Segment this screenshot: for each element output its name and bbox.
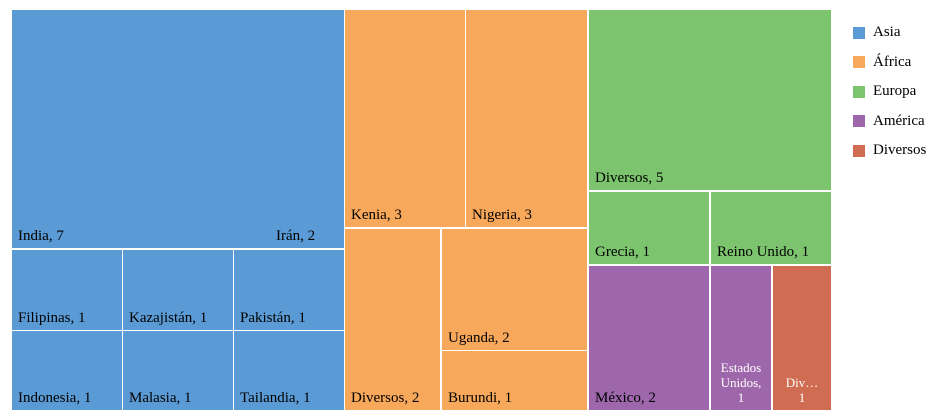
tile-asia-0	[12, 10, 270, 248]
tile-asia-6	[123, 331, 233, 410]
tile-asia-5	[12, 331, 122, 410]
tile-áfrica-3	[442, 229, 587, 350]
tile-label: Kenia, 3	[351, 207, 402, 223]
tile-label: Kazajistán, 1	[129, 310, 207, 326]
legend-label: África	[873, 53, 912, 70]
tile-label: Div…	[786, 375, 819, 390]
legend-swatch	[853, 26, 865, 39]
legend-swatch	[853, 56, 865, 69]
tile-label: India, 7	[18, 228, 64, 244]
tile-europa-2	[711, 192, 831, 264]
legend-item: América	[853, 107, 948, 137]
legend-item: Diversos	[853, 136, 948, 166]
tile-label: Nigeria, 3	[472, 207, 532, 223]
tile-label: Estados	[721, 360, 761, 375]
tile-label: Uganda, 2	[448, 330, 510, 346]
tile-europa-1	[589, 192, 709, 264]
tile-asia-4	[234, 250, 344, 330]
tile-diversos-0	[773, 266, 831, 410]
legend-swatch	[853, 115, 865, 128]
tile-label: Unidos,	[721, 375, 762, 390]
legend-item: Asia	[853, 18, 948, 48]
tile-europa-0	[589, 10, 831, 190]
tile-label: Malasia, 1	[129, 390, 191, 406]
tile-label: Diversos, 2	[351, 390, 419, 406]
tile-label: Burundi, 1	[448, 390, 512, 406]
tile-américa-1	[711, 266, 771, 410]
tile-áfrica-4	[442, 351, 587, 410]
legend-item: África	[853, 48, 948, 78]
tile-label: 1	[799, 390, 806, 405]
legend-label: América	[873, 112, 925, 129]
legend-label: Europa	[873, 83, 917, 100]
tile-américa-0	[589, 266, 709, 410]
tile-asia-3	[123, 250, 233, 330]
chart-legend: Asia África Europa América Diversos	[853, 18, 948, 166]
tile-áfrica-2	[345, 229, 440, 410]
legend-item: Europa	[853, 77, 948, 107]
legend-swatch	[853, 144, 865, 157]
legend-label: Asia	[873, 24, 901, 41]
tile-label: Irán, 2	[276, 228, 315, 244]
tile-label: Indonesia, 1	[18, 390, 91, 406]
tile-asia-1	[270, 10, 344, 248]
tile-áfrica-1	[466, 10, 587, 227]
tile-label: Grecia, 1	[595, 244, 650, 260]
tile-label: Reino Unido, 1	[717, 244, 809, 260]
tile-asia-7	[234, 331, 344, 410]
tile-asia-2	[12, 250, 122, 330]
tile-label: México, 2	[595, 390, 656, 406]
tile-label: Filipinas, 1	[18, 310, 86, 326]
legend-swatch	[853, 85, 865, 98]
tile-label: Pakistán, 1	[240, 310, 306, 326]
legend-label: Diversos	[873, 142, 927, 159]
tile-áfrica-0	[345, 10, 465, 227]
tile-label: Diversos, 5	[595, 170, 663, 186]
tile-label: 1	[738, 390, 745, 405]
tile-label: Tailandia, 1	[240, 390, 311, 406]
